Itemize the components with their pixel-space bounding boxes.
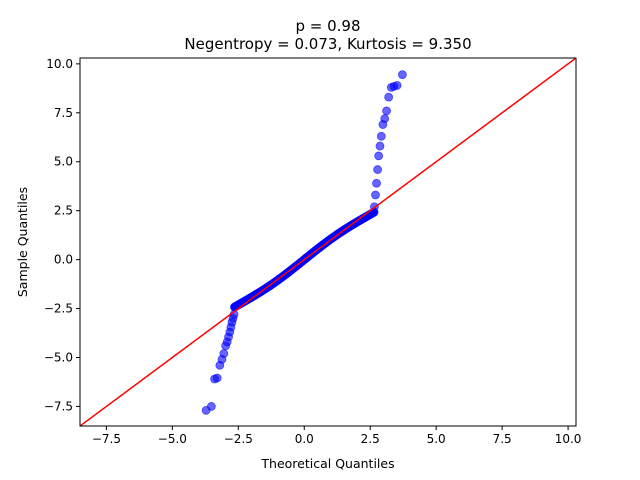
- y-tick-label: 5.0: [54, 155, 73, 169]
- x-tick-label: 2.5: [361, 432, 380, 446]
- chart-title: p = 0.98: [295, 17, 360, 35]
- sample-point: [371, 190, 380, 200]
- sample-point: [375, 141, 385, 151]
- plot-frame: [79, 57, 577, 427]
- x-tick-label: 10.0: [555, 432, 582, 446]
- x-tick-label: −2.5: [224, 432, 253, 446]
- x-tick-label: 5.0: [427, 432, 446, 446]
- sample-points: [201, 70, 407, 415]
- y-tick-label: 10.0: [46, 57, 73, 71]
- x-tick-label: −7.5: [92, 432, 121, 446]
- reference-line: [80, 58, 576, 426]
- x-tick-label: 7.5: [493, 432, 512, 446]
- sample-point: [392, 81, 402, 90]
- sample-point: [384, 92, 394, 102]
- sample-point: [374, 151, 384, 161]
- y-tick-label: −5.0: [44, 350, 73, 364]
- sample-point: [212, 373, 222, 383]
- x-tick-label: −5.0: [158, 432, 187, 446]
- sample-point: [373, 165, 383, 174]
- y-axis-ticks: −7.5 −5.0 −2.5 0.0 2.5 5.0 7.5 10.0: [44, 57, 80, 413]
- sample-point: [382, 106, 391, 116]
- x-tick-label: 0.0: [295, 432, 314, 446]
- sample-point: [372, 178, 381, 188]
- y-tick-label: 7.5: [54, 106, 73, 120]
- y-tick-label: 2.5: [54, 204, 73, 218]
- sample-point: [219, 349, 229, 358]
- sample-point: [206, 402, 216, 411]
- x-axis-ticks: −7.5 −5.0 −2.5 0.0 2.5 5.0 7.5 10.0: [92, 426, 582, 446]
- sample-point: [397, 70, 407, 80]
- y-tick-label: 0.0: [54, 253, 73, 267]
- y-tick-label: −2.5: [44, 302, 73, 316]
- sample-point: [380, 114, 390, 124]
- chart-subtitle: Negentropy = 0.073, Kurtosis = 9.350: [184, 35, 471, 53]
- sample-point: [376, 131, 386, 141]
- y-tick-label: −7.5: [44, 399, 73, 413]
- y-axis-label: Sample Quantiles: [15, 187, 30, 297]
- x-axis-label: Theoretical Quantiles: [260, 456, 394, 471]
